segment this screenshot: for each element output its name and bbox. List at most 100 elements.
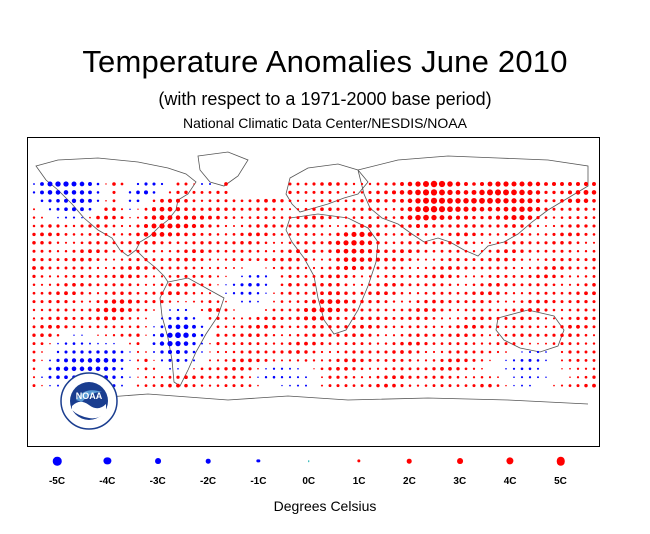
noaa-logo: NOAA (60, 372, 118, 430)
anomaly-dot (384, 241, 388, 245)
anomaly-dot (312, 232, 316, 236)
anomaly-dot (272, 325, 276, 329)
anomaly-dots (32, 180, 597, 388)
anomaly-dot (352, 283, 356, 286)
anomaly-dot (241, 275, 243, 278)
anomaly-dot (313, 368, 315, 370)
anomaly-dot (376, 224, 380, 228)
anomaly-dot (520, 325, 524, 329)
anomaly-dot (208, 224, 212, 228)
anomaly-dot (200, 333, 204, 337)
anomaly-dot (496, 249, 500, 253)
anomaly-dot (264, 324, 268, 329)
legend-label: 1C (352, 476, 366, 487)
anomaly-dot (257, 384, 259, 387)
anomaly-dot (384, 224, 388, 228)
anomaly-dot (440, 325, 444, 329)
anomaly-dot (336, 274, 340, 279)
anomaly-dot (432, 367, 436, 371)
anomaly-dot (72, 274, 76, 278)
anomaly-dot (584, 250, 588, 253)
anomaly-dot (167, 349, 173, 355)
anomaly-dot (400, 350, 404, 354)
anomaly-dot (408, 367, 412, 371)
anomaly-dot (495, 206, 501, 212)
anomaly-dot (488, 241, 492, 244)
anomaly-dot (248, 342, 252, 346)
anomaly-dot (464, 376, 468, 379)
anomaly-dot (136, 232, 140, 237)
anomaly-dot (520, 300, 524, 303)
anomaly-dot (288, 266, 292, 270)
anomaly-dot (304, 215, 308, 220)
anomaly-dot (128, 191, 132, 194)
anomaly-dot (288, 208, 292, 211)
anomaly-dot (504, 283, 508, 287)
anomaly-dot (32, 208, 36, 211)
anomaly-dot (168, 358, 172, 362)
anomaly-dot (536, 350, 540, 354)
anomaly-dot (424, 325, 428, 329)
anomaly-dot (153, 351, 155, 353)
anomaly-dot (224, 258, 228, 261)
anomaly-dot (272, 375, 276, 379)
anomaly-dot (304, 207, 308, 211)
anomaly-dot (273, 292, 275, 295)
anomaly-dot (511, 215, 517, 221)
anomaly-dot (96, 241, 100, 245)
anomaly-dot (152, 275, 156, 278)
anomaly-dot (184, 274, 188, 278)
anomaly-dot (152, 384, 156, 387)
anomaly-dot (512, 359, 516, 362)
anomaly-dot (536, 308, 540, 312)
anomaly-dot (280, 334, 284, 337)
legend-item: 5C (537, 452, 585, 492)
anomaly-dot (424, 342, 428, 346)
anomaly-dot (40, 333, 44, 337)
anomaly-dot (440, 224, 444, 228)
anomaly-dot (560, 190, 564, 195)
anomaly-dot (408, 375, 412, 379)
anomaly-dot (552, 291, 556, 295)
anomaly-dot (183, 332, 189, 338)
anomaly-dot (544, 190, 548, 195)
anomaly-dot (480, 266, 484, 270)
anomaly-dot (120, 233, 124, 236)
anomaly-dot (568, 207, 572, 211)
anomaly-dot (512, 292, 516, 295)
anomaly-dot (296, 359, 300, 362)
anomaly-dot (424, 384, 428, 387)
anomaly-dot (88, 257, 92, 262)
anomaly-dot (32, 274, 36, 279)
legend-label: -4C (99, 476, 116, 487)
anomaly-dot (328, 325, 332, 329)
anomaly-dot (288, 190, 292, 195)
anomaly-dot (184, 232, 188, 237)
anomaly-dot (296, 216, 300, 220)
anomaly-dot (560, 291, 564, 295)
anomaly-dot (504, 291, 508, 295)
anomaly-dot (472, 342, 476, 345)
anomaly-dot (120, 358, 124, 362)
anomaly-dot (430, 206, 438, 213)
anomaly-dot (200, 199, 204, 203)
anomaly-dot (568, 308, 572, 312)
anomaly-dot (472, 275, 476, 278)
anomaly-dot (208, 258, 212, 261)
anomaly-dot (56, 299, 60, 304)
anomaly-dot (455, 190, 461, 195)
anomaly-dot (257, 300, 259, 303)
anomaly-dot (312, 249, 316, 253)
anomaly-dot (168, 266, 172, 270)
anomaly-dot (49, 342, 51, 345)
anomaly-dot (424, 274, 428, 278)
anomaly-dot (183, 223, 189, 229)
anomaly-dot (88, 283, 92, 287)
anomaly-dot (272, 308, 276, 312)
anomaly-dot (167, 223, 173, 229)
anomaly-dot (592, 325, 596, 329)
anomaly-dot (545, 359, 547, 362)
anomaly-dot (96, 350, 100, 354)
anomaly-dot (440, 241, 444, 245)
anomaly-dot (160, 258, 164, 262)
